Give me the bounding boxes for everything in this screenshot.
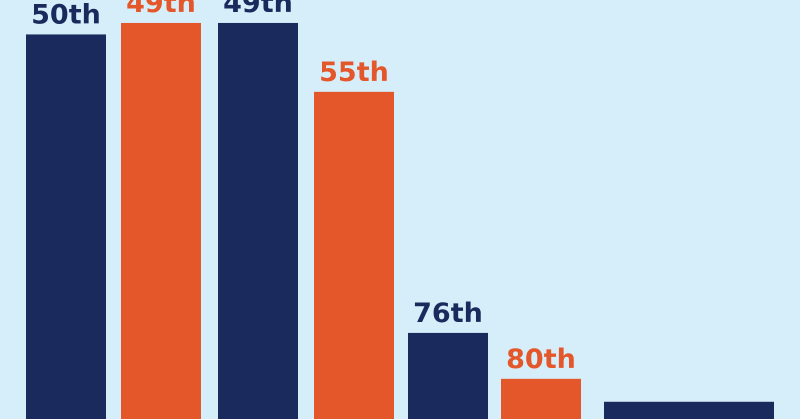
bar — [121, 22, 201, 419]
value-label: 76th — [413, 298, 483, 329]
bar — [26, 34, 106, 419]
bar — [604, 401, 774, 419]
bar — [218, 22, 298, 419]
bar — [408, 332, 488, 419]
value-label: 49th — [223, 0, 293, 19]
bar — [314, 91, 394, 419]
value-label: 50th — [31, 0, 101, 30]
bar — [501, 378, 581, 419]
value-label: 80th — [506, 344, 576, 375]
value-label: 49th — [126, 0, 196, 19]
value-label: 55th — [319, 57, 389, 88]
